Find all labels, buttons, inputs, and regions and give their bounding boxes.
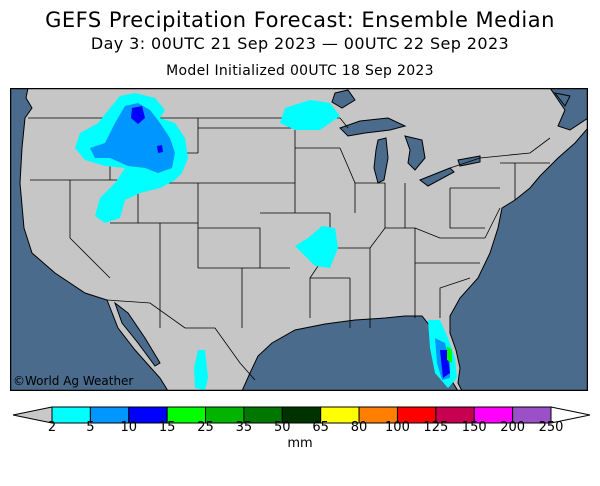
lake-superior [339, 117, 407, 137]
precip-10-15mm [157, 145, 163, 153]
colorbar-tick-label: 100 [385, 420, 410, 435]
atlantic-ocean [449, 127, 588, 391]
precip-10-15mm [131, 106, 145, 124]
colorbar-below-triangle [12, 406, 53, 424]
colorbar-tick-label: 5 [86, 420, 95, 435]
colorbar-tick-label: 150 [461, 420, 487, 435]
colorbar-tick-label: 10 [120, 420, 138, 435]
gulf-of-california [113, 301, 161, 367]
lake-winnipeg-area [331, 89, 356, 109]
colorbar-cell [512, 406, 552, 424]
colorbar-tick-label: 200 [500, 420, 526, 435]
figure-title: GEFS Precipitation Forecast: Ensemble Me… [45, 8, 555, 32]
lake-huron [404, 135, 426, 171]
colorbar-tick-label: 65 [312, 420, 329, 435]
map-frame [10, 88, 588, 391]
water-bodies [10, 88, 588, 391]
colorbar-tick-label: 80 [350, 420, 368, 435]
mexico-border [106, 299, 256, 381]
state-lines [30, 118, 550, 328]
colorbar-cell [51, 406, 91, 424]
precipitation-shading [75, 93, 457, 390]
precip-15-25mm [447, 346, 452, 363]
colorbar-unit: mm [287, 436, 313, 451]
pacific-ocean [10, 88, 169, 391]
colorbar-tick-label: 2 [47, 420, 57, 435]
political-borders [28, 117, 551, 381]
watermark: ©World Ag Weather [13, 374, 134, 388]
lake-erie [418, 167, 455, 187]
colorbar [12, 406, 591, 424]
colorbar-tick-label: 125 [423, 420, 449, 435]
colorbar-tick-label: 50 [274, 420, 291, 435]
precip-2-5mm [194, 350, 208, 390]
valid-period: Day 3: 00UTC 21 Sep 2023 — 00UTC 22 Sep … [90, 34, 510, 53]
colorbar-tick-label: 35 [235, 420, 253, 435]
precip-2-5mm [295, 226, 338, 268]
precip-5-10mm [90, 103, 175, 173]
colorbar-tick-label: 25 [197, 420, 214, 435]
model-init-time: Model Initialized 00UTC 18 Sep 2023 [166, 63, 434, 79]
lake-michigan [373, 137, 389, 184]
precip-map [10, 88, 588, 391]
precip-2-5mm [280, 100, 340, 130]
lake-nipigon-area [553, 92, 571, 107]
colorbar-tick-label: 15 [158, 420, 176, 435]
colorbar-tick-label: 250 [538, 420, 564, 435]
